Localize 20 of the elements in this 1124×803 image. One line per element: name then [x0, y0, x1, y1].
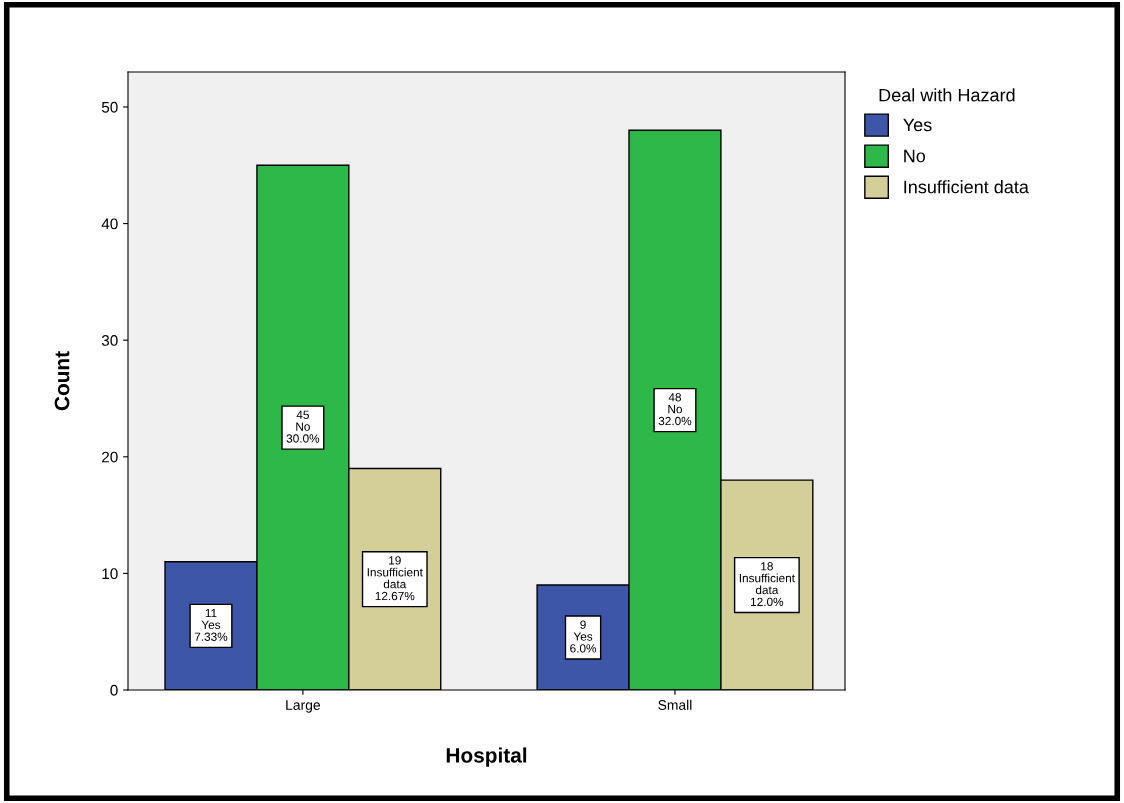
y-axis-title: Count	[54, 351, 70, 411]
x-axis-title: Hospital	[446, 747, 527, 767]
legend-title: Deal with Hazard	[879, 88, 1015, 102]
legend-label: Yes	[903, 118, 932, 132]
data-label: 11 Yes 7.33%	[194, 608, 228, 641]
legend-label: Insufficient data	[904, 180, 1029, 194]
data-label: 45 No 30.0%	[286, 410, 320, 443]
x-tick-label: Large	[286, 700, 321, 713]
y-tick-label: 50	[101, 101, 118, 113]
data-label: 18 Insufficient data 12.0%	[739, 562, 795, 607]
data-label: 19 Insufficient data 12.67%	[367, 556, 423, 601]
legend-label: No	[904, 149, 926, 163]
y-tick-label: 20	[102, 451, 118, 463]
y-tick-label: 40	[101, 218, 118, 230]
data-label: 48 No 32.0%	[658, 393, 692, 426]
data-label: 9 Yes 6.0%	[570, 620, 597, 653]
y-tick-label: 10	[102, 568, 118, 580]
x-tick-label: Small	[658, 699, 692, 710]
y-tick-label: 30	[101, 335, 118, 346]
y-tick-label: 0	[110, 684, 118, 696]
